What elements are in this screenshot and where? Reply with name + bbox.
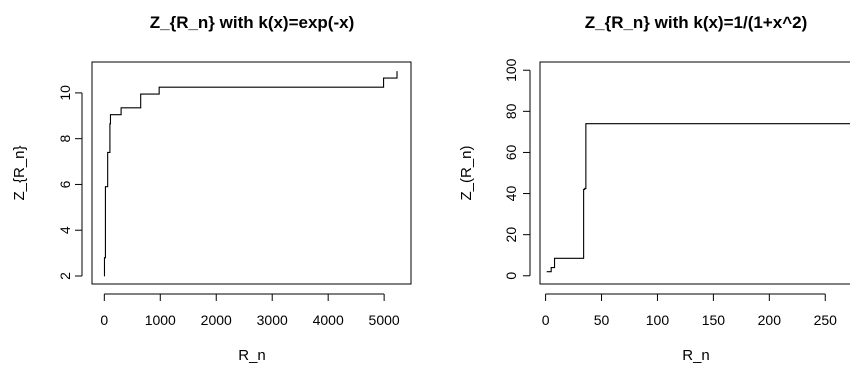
x-tick-label: 150 (702, 312, 726, 328)
y-tick-label: 8 (57, 135, 73, 143)
y-tick-label: 0 (503, 272, 519, 280)
x-tick-label: 4000 (313, 312, 344, 328)
y-tick-label: 6 (57, 180, 73, 188)
plot-frame (91, 61, 412, 285)
y-axis: 0 20 40 60 80 100 (503, 58, 531, 280)
y-axis-label: Z_(R_n) (458, 145, 475, 200)
series-layer (103, 71, 398, 277)
x-tick-label: 1000 (145, 312, 176, 328)
series-layer (546, 123, 850, 273)
chart-title: Z_{R_n} with k(x)=exp(-x) (150, 13, 355, 32)
y-tick-label: 10 (57, 85, 73, 101)
y-axis-label: Z_{R_n} (11, 145, 28, 200)
x-tick-label: 2000 (201, 312, 232, 328)
x-tick-label: 3000 (257, 312, 288, 328)
y-tick-label: 60 (503, 144, 519, 160)
x-tick-label: 5000 (369, 312, 400, 328)
chart-panel-exp: Z_{R_n} with k(x)=exp(-x) R_n Z_{R_n} 0 1… (11, 13, 412, 364)
x-tick-label: 0 (100, 312, 108, 328)
x-tick-label: 100 (646, 312, 670, 328)
x-axis-label: R_n (682, 347, 710, 364)
series-line (546, 123, 850, 273)
x-axis: 0 1000 2000 3000 4000 5000 (100, 293, 400, 328)
y-tick-label: 80 (503, 103, 519, 119)
plot-frame (539, 61, 850, 285)
series-line (103, 71, 398, 277)
y-axis: 2 4 6 8 10 (57, 85, 83, 280)
x-tick-label: 50 (594, 312, 610, 328)
y-tick-label: 2 (57, 272, 73, 280)
y-tick-label: 4 (57, 226, 73, 234)
y-tick-label: 100 (503, 58, 519, 82)
x-axis: 0 50 100 150 200 250 (542, 293, 838, 328)
x-tick-label: 250 (814, 312, 838, 328)
x-axis-label: R_n (238, 347, 266, 364)
chart-title: Z_{R_n} with k(x)=1/(1+x^2) (585, 13, 808, 32)
chart-panel-cauchy: Z_{R_n} with k(x)=1/(1+x^2) R_n Z_(R_n) … (458, 13, 850, 364)
x-tick-label: 200 (758, 312, 782, 328)
y-tick-label: 40 (503, 186, 519, 202)
y-tick-label: 20 (503, 227, 519, 243)
x-tick-label: 0 (542, 312, 550, 328)
